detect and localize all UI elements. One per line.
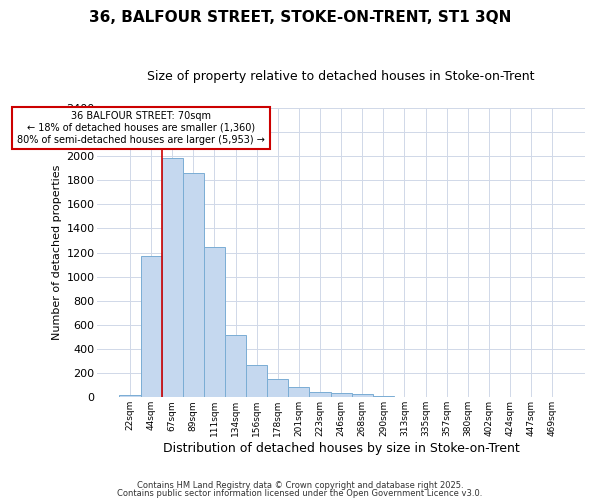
Bar (183, 173, 204, 398)
Bar (225, 334, 246, 398)
Bar (289, 387, 310, 398)
X-axis label: Distribution of detached houses by size in Stoke-on-Trent: Distribution of detached houses by size … (163, 442, 520, 455)
Bar (119, 395, 140, 398)
Bar (267, 379, 289, 398)
Bar (352, 394, 373, 398)
Bar (246, 364, 267, 398)
Text: 36, BALFOUR STREET, STOKE-ON-TRENT, ST1 3QN: 36, BALFOUR STREET, STOKE-ON-TRENT, ST1 … (89, 10, 511, 25)
Bar (331, 393, 352, 398)
Bar (394, 396, 415, 398)
Bar (204, 246, 225, 398)
Text: 36 BALFOUR STREET: 70sqm
← 18% of detached houses are smaller (1,360)
80% of sem: 36 BALFOUR STREET: 70sqm ← 18% of detach… (17, 112, 265, 144)
Text: Contains HM Land Registry data © Crown copyright and database right 2025.: Contains HM Land Registry data © Crown c… (137, 481, 463, 490)
Bar (161, 158, 183, 398)
Y-axis label: Number of detached properties: Number of detached properties (52, 165, 62, 340)
Bar (310, 392, 331, 398)
Text: Contains public sector information licensed under the Open Government Licence v3: Contains public sector information licen… (118, 488, 482, 498)
Bar (373, 396, 394, 398)
Title: Size of property relative to detached houses in Stoke-on-Trent: Size of property relative to detached ho… (148, 70, 535, 83)
Bar (140, 256, 161, 398)
